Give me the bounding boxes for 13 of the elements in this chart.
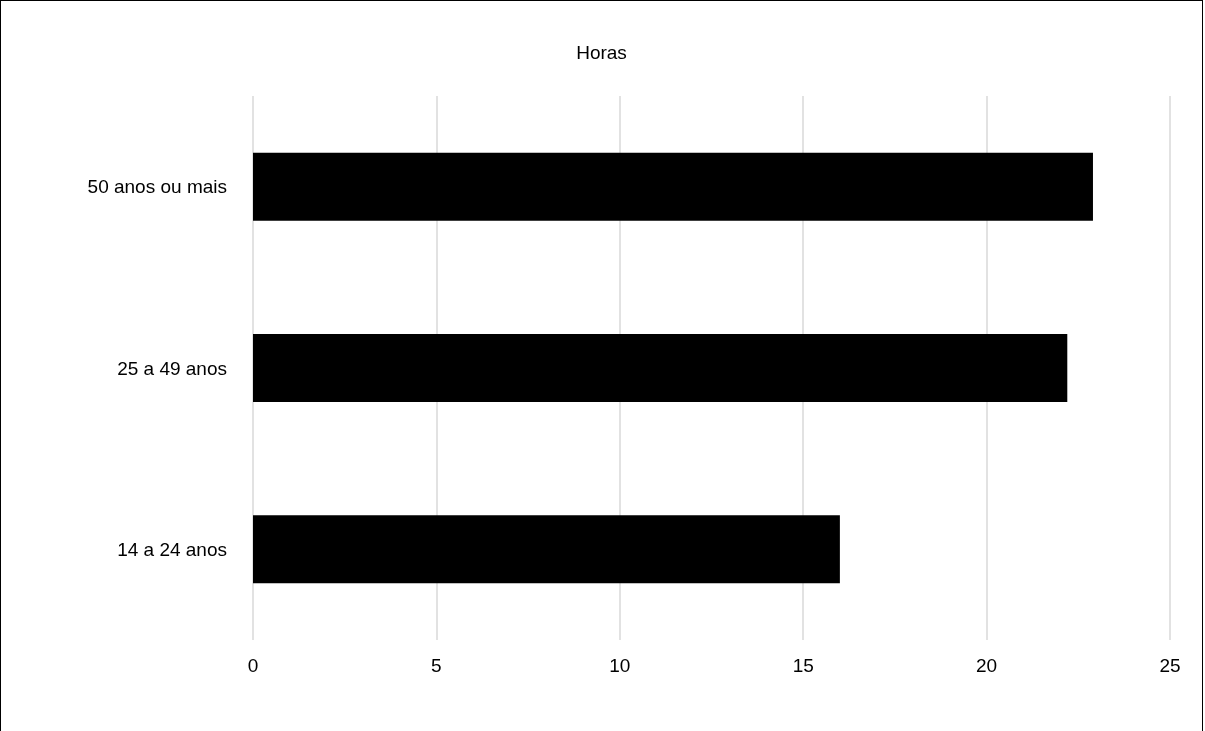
- x-tick-label: 10: [609, 655, 631, 676]
- x-tick-label: 15: [792, 655, 814, 676]
- x-tick-label: 0: [247, 655, 259, 676]
- bar: [253, 515, 840, 584]
- y-tick-label: 25 a 49 anos: [117, 357, 227, 379]
- y-tick-label: 14 a 24 anos: [117, 538, 227, 560]
- x-tick-label: 25: [1159, 655, 1181, 676]
- x-tick-label: 20: [976, 655, 998, 676]
- chart-title: Horas: [576, 42, 627, 63]
- bar: [253, 334, 1068, 402]
- y-tick-label: 50 anos ou mais: [87, 176, 227, 198]
- x-tick-label: 5: [431, 655, 442, 676]
- bar: [253, 152, 1093, 221]
